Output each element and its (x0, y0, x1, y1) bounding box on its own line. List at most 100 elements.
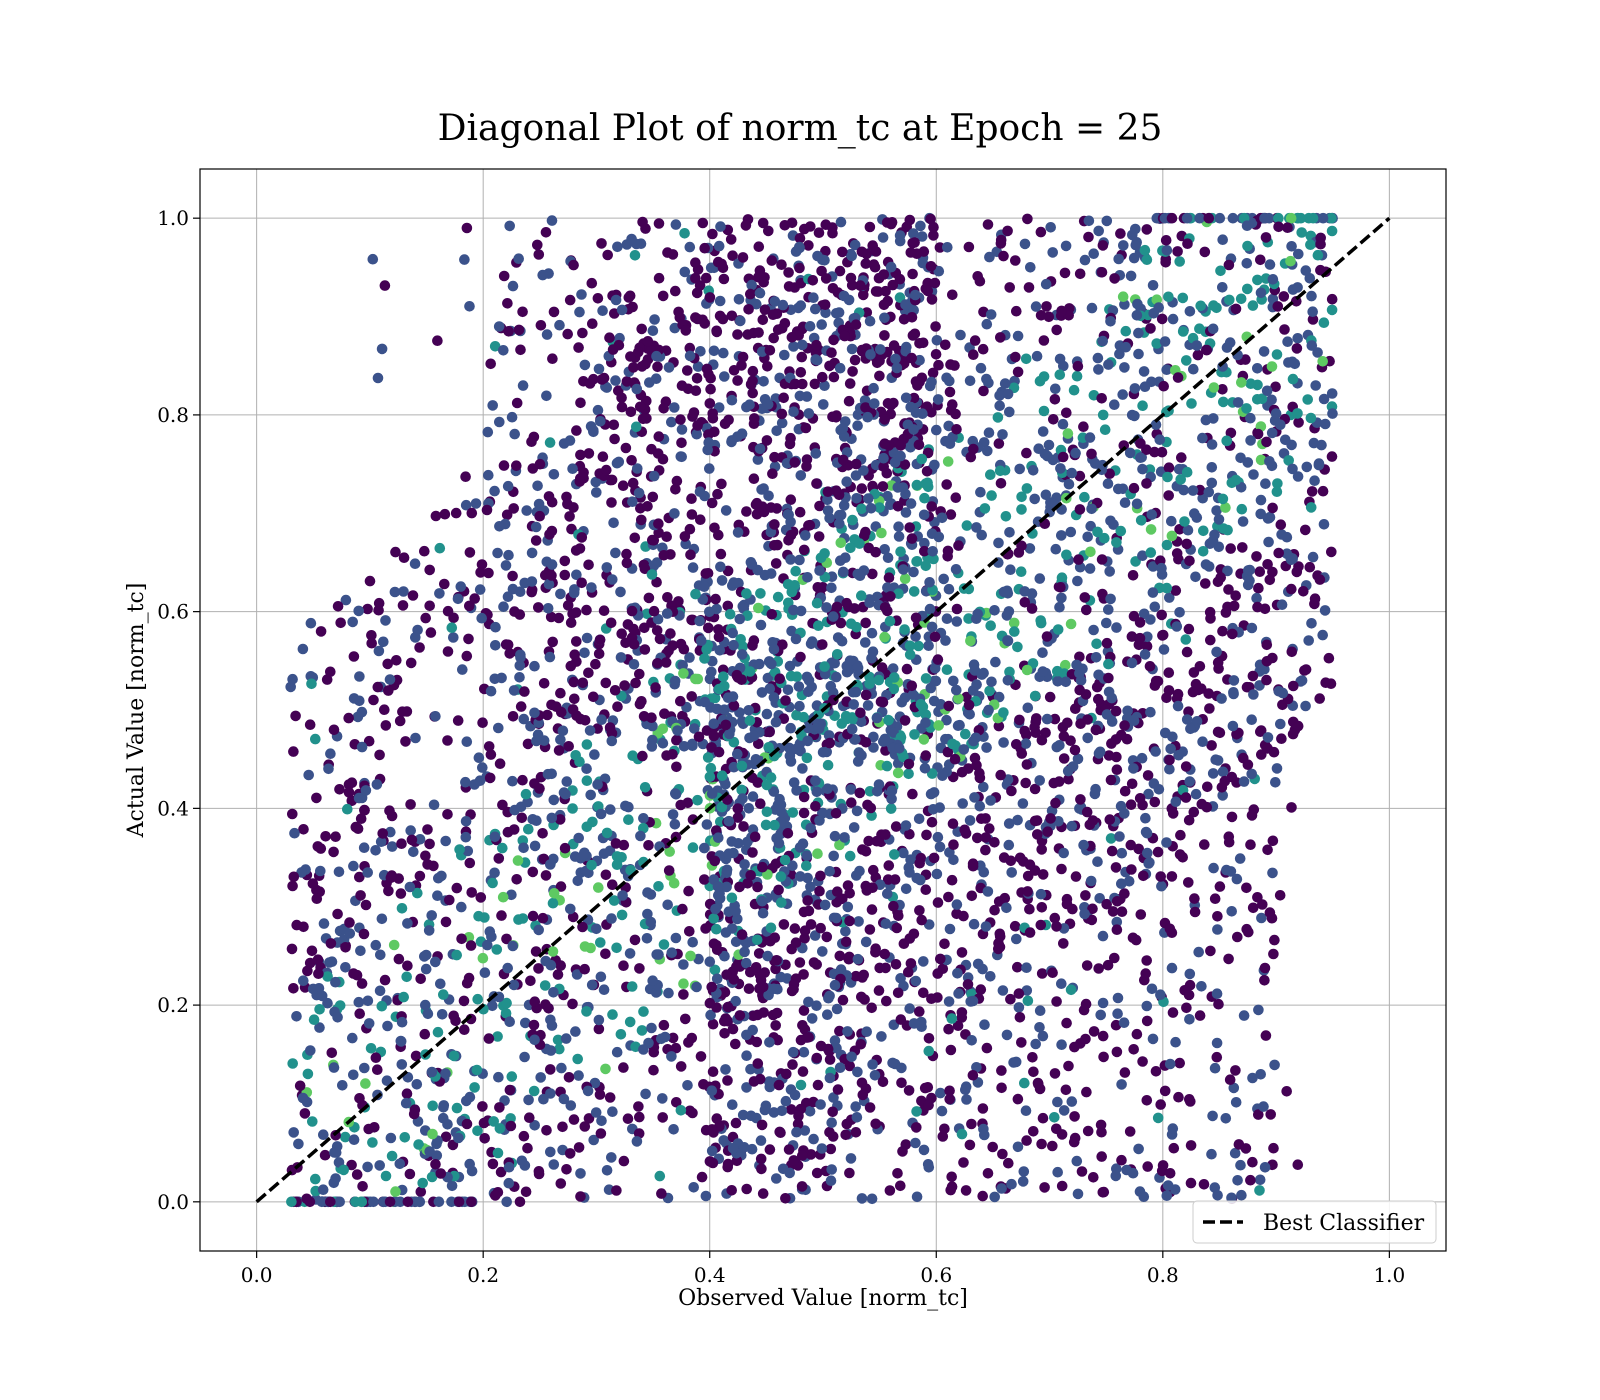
scatter-point (581, 763, 592, 774)
scatter-point (920, 717, 931, 728)
scatter-point (822, 759, 834, 771)
scatter-point (1228, 1082, 1240, 1094)
scatter-point (414, 870, 426, 882)
scatter-point (653, 272, 665, 284)
scatter-point (1039, 448, 1051, 460)
scatter-point (1126, 657, 1138, 669)
scatter-point (1237, 516, 1249, 527)
scatter-point (699, 696, 711, 708)
scatter-point (1036, 844, 1047, 855)
scatter-point (571, 569, 582, 581)
scatter-point (924, 577, 935, 588)
scatter-point (1187, 485, 1199, 496)
scatter-point (298, 975, 309, 986)
scatter-point (1170, 1036, 1181, 1048)
scatter-point (498, 270, 510, 282)
scatter-point (946, 1171, 957, 1183)
scatter-point (405, 799, 416, 810)
scatter-point (785, 494, 797, 506)
scatter-point (1133, 1143, 1144, 1155)
scatter-point (965, 451, 977, 463)
scatter-point (1011, 739, 1022, 750)
scatter-point (522, 738, 534, 750)
scatter-point (537, 912, 549, 924)
scatter-point (611, 942, 622, 954)
scatter-point (564, 294, 576, 306)
scatter-point (1063, 773, 1074, 785)
scatter-point (1074, 651, 1085, 663)
scatter-point (1228, 600, 1240, 612)
scatter-point (544, 437, 556, 448)
scatter-point (497, 842, 508, 854)
scatter-point (1223, 953, 1234, 965)
scatter-point (583, 667, 594, 679)
scatter-point (444, 894, 455, 906)
scatter-point (600, 1063, 611, 1075)
scatter-point (877, 481, 889, 492)
scatter-point (1170, 796, 1182, 808)
scatter-point (400, 736, 411, 747)
scatter-point (1269, 934, 1280, 946)
scatter-point (753, 602, 764, 614)
scatter-point (770, 558, 782, 569)
scatter-point (837, 454, 849, 466)
scatter-point (956, 1012, 968, 1023)
scatter-point (1317, 212, 1329, 224)
scatter-point (1119, 785, 1131, 797)
scatter-point (864, 315, 876, 327)
scatter-point (1070, 703, 1081, 714)
scatter-point (483, 469, 494, 481)
scatter-point (743, 304, 754, 315)
scatter-point (744, 666, 756, 677)
scatter-point (1135, 515, 1147, 526)
scatter-point (1241, 403, 1252, 414)
scatter-point (1164, 592, 1175, 603)
scatter-point (1235, 293, 1247, 305)
scatter-point (1212, 924, 1223, 935)
scatter-point (540, 870, 552, 881)
scatter-point (1017, 1176, 1029, 1187)
scatter-point (380, 1170, 392, 1182)
scatter-point (464, 301, 475, 312)
scatter-point (788, 777, 800, 788)
scatter-point (874, 355, 885, 367)
scatter-point (968, 918, 980, 930)
scatter-point (1314, 574, 1326, 585)
scatter-point (1050, 543, 1062, 555)
scatter-point (477, 762, 488, 773)
scatter-point (1041, 301, 1052, 312)
scatter-point (511, 874, 522, 885)
scatter-point (931, 868, 943, 880)
scatter-point (926, 816, 938, 828)
scatter-point (1185, 723, 1196, 735)
scatter-point (472, 1125, 483, 1137)
scatter-point (981, 1042, 993, 1054)
scatter-point (1038, 405, 1050, 417)
scatter-point (475, 567, 486, 578)
scatter-point (442, 605, 454, 617)
scatter-point (713, 832, 724, 843)
scatter-point (501, 1196, 512, 1208)
scatter-point (1069, 1111, 1080, 1122)
scatter-point (711, 973, 723, 985)
scatter-point (555, 734, 566, 745)
scatter-point (831, 1003, 843, 1015)
scatter-point (1059, 267, 1071, 279)
scatter-point (952, 968, 963, 979)
scatter-point (383, 885, 394, 897)
scatter-point (999, 892, 1011, 904)
scatter-point (471, 1064, 483, 1076)
scatter-point (286, 1196, 297, 1208)
scatter-point (629, 250, 641, 261)
scatter-point (1090, 724, 1102, 736)
scatter-point (776, 417, 788, 429)
scatter-point (667, 1032, 679, 1044)
scatter-point (356, 978, 368, 989)
scatter-point (719, 371, 730, 382)
scatter-point (901, 663, 913, 675)
scatter-point (491, 944, 503, 955)
scatter-point (711, 1113, 723, 1124)
scatter-point (430, 510, 442, 522)
scatter-point (545, 1045, 557, 1056)
scatter-point (1044, 691, 1056, 703)
